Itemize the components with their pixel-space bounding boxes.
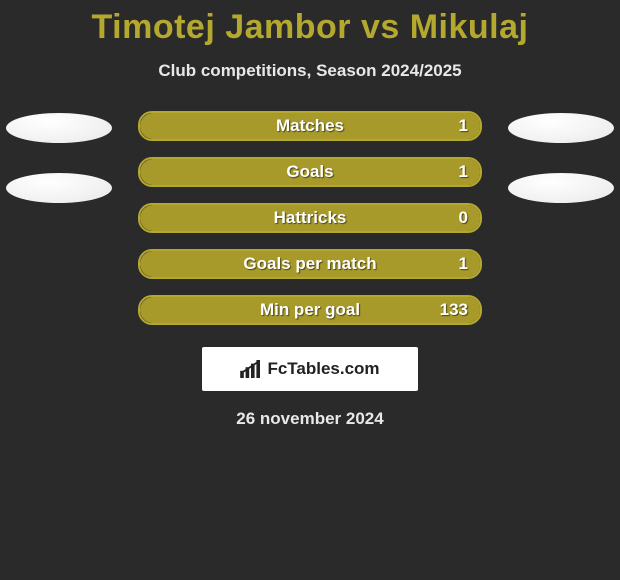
player-avatar xyxy=(6,113,112,143)
page-title: Timotej Jambor vs Mikulaj xyxy=(0,8,620,47)
stat-bar-label: Hattricks xyxy=(274,208,347,228)
left-player-avatars xyxy=(6,111,112,203)
stat-bar-value: 133 xyxy=(440,300,468,320)
stat-bar: Hattricks 0 xyxy=(138,203,482,233)
stat-bar-value: 1 xyxy=(459,254,468,274)
stat-bar: Goals 1 xyxy=(138,157,482,187)
brand-badge: FcTables.com xyxy=(202,347,418,391)
stat-bar-value: 0 xyxy=(459,208,468,228)
stat-bar-value: 1 xyxy=(459,116,468,136)
comparison-card: Timotej Jambor vs Mikulaj Club competiti… xyxy=(0,0,620,429)
stat-bar: Goals per match 1 xyxy=(138,249,482,279)
stat-bar-label: Goals xyxy=(286,162,333,182)
brand-chart-icon xyxy=(240,360,262,378)
stat-bar-label: Goals per match xyxy=(243,254,376,274)
subtitle: Club competitions, Season 2024/2025 xyxy=(0,61,620,81)
stat-bar: Matches 1 xyxy=(138,111,482,141)
player-avatar xyxy=(508,173,614,203)
player-avatar xyxy=(508,113,614,143)
player-avatar xyxy=(6,173,112,203)
stat-bars: Matches 1 Goals 1 Hattricks 0 Goals per match 1… xyxy=(138,111,482,325)
stat-bar-value: 1 xyxy=(459,162,468,182)
comparison-area: Matches 1 Goals 1 Hattricks 0 Goals per match 1… xyxy=(0,111,620,325)
right-player-avatars xyxy=(508,111,614,203)
stat-bar-label: Matches xyxy=(276,116,344,136)
stat-bar-label: Min per goal xyxy=(260,300,360,320)
stat-bar: Min per goal 133 xyxy=(138,295,482,325)
date-text: 26 november 2024 xyxy=(0,409,620,429)
brand-text: FcTables.com xyxy=(267,359,379,379)
